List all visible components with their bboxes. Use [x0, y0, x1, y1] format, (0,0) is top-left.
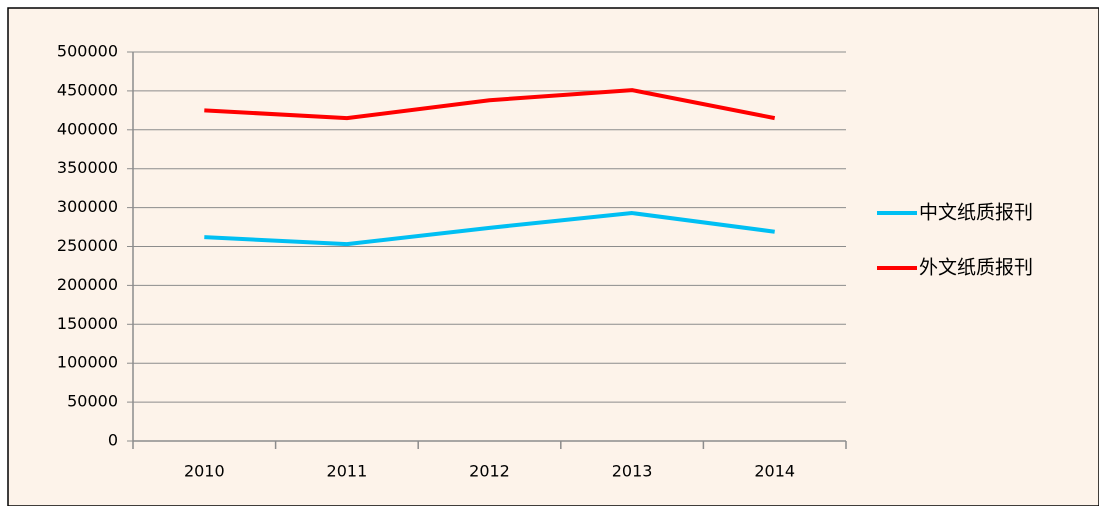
line-series: [204, 211, 775, 247]
x-tick-label: 2014: [754, 462, 795, 481]
y-tick-label: 450000: [57, 80, 118, 99]
y-tick-label: 400000: [57, 119, 118, 138]
y-tick-label: 0: [108, 431, 118, 450]
y-tick-label: 200000: [57, 275, 118, 294]
y-tick-label: 100000: [57, 353, 118, 372]
x-tick-label: 2010: [184, 462, 225, 481]
legend-label: 外文纸质报刊: [919, 257, 1033, 279]
y-tick-label: 50000: [67, 392, 118, 411]
y-tick-label: 250000: [57, 236, 118, 255]
x-tick-label: 2011: [327, 462, 368, 481]
x-tick-label: 2013: [612, 462, 653, 481]
legend-label: 中文纸质报刊: [919, 202, 1033, 224]
y-tick-label: 350000: [57, 158, 118, 177]
y-tick-label: 500000: [57, 42, 118, 61]
x-tick-label: 2012: [469, 462, 510, 481]
y-tick-label: 300000: [57, 197, 118, 216]
line-series: [204, 88, 776, 121]
y-tick-label: 150000: [57, 314, 118, 333]
